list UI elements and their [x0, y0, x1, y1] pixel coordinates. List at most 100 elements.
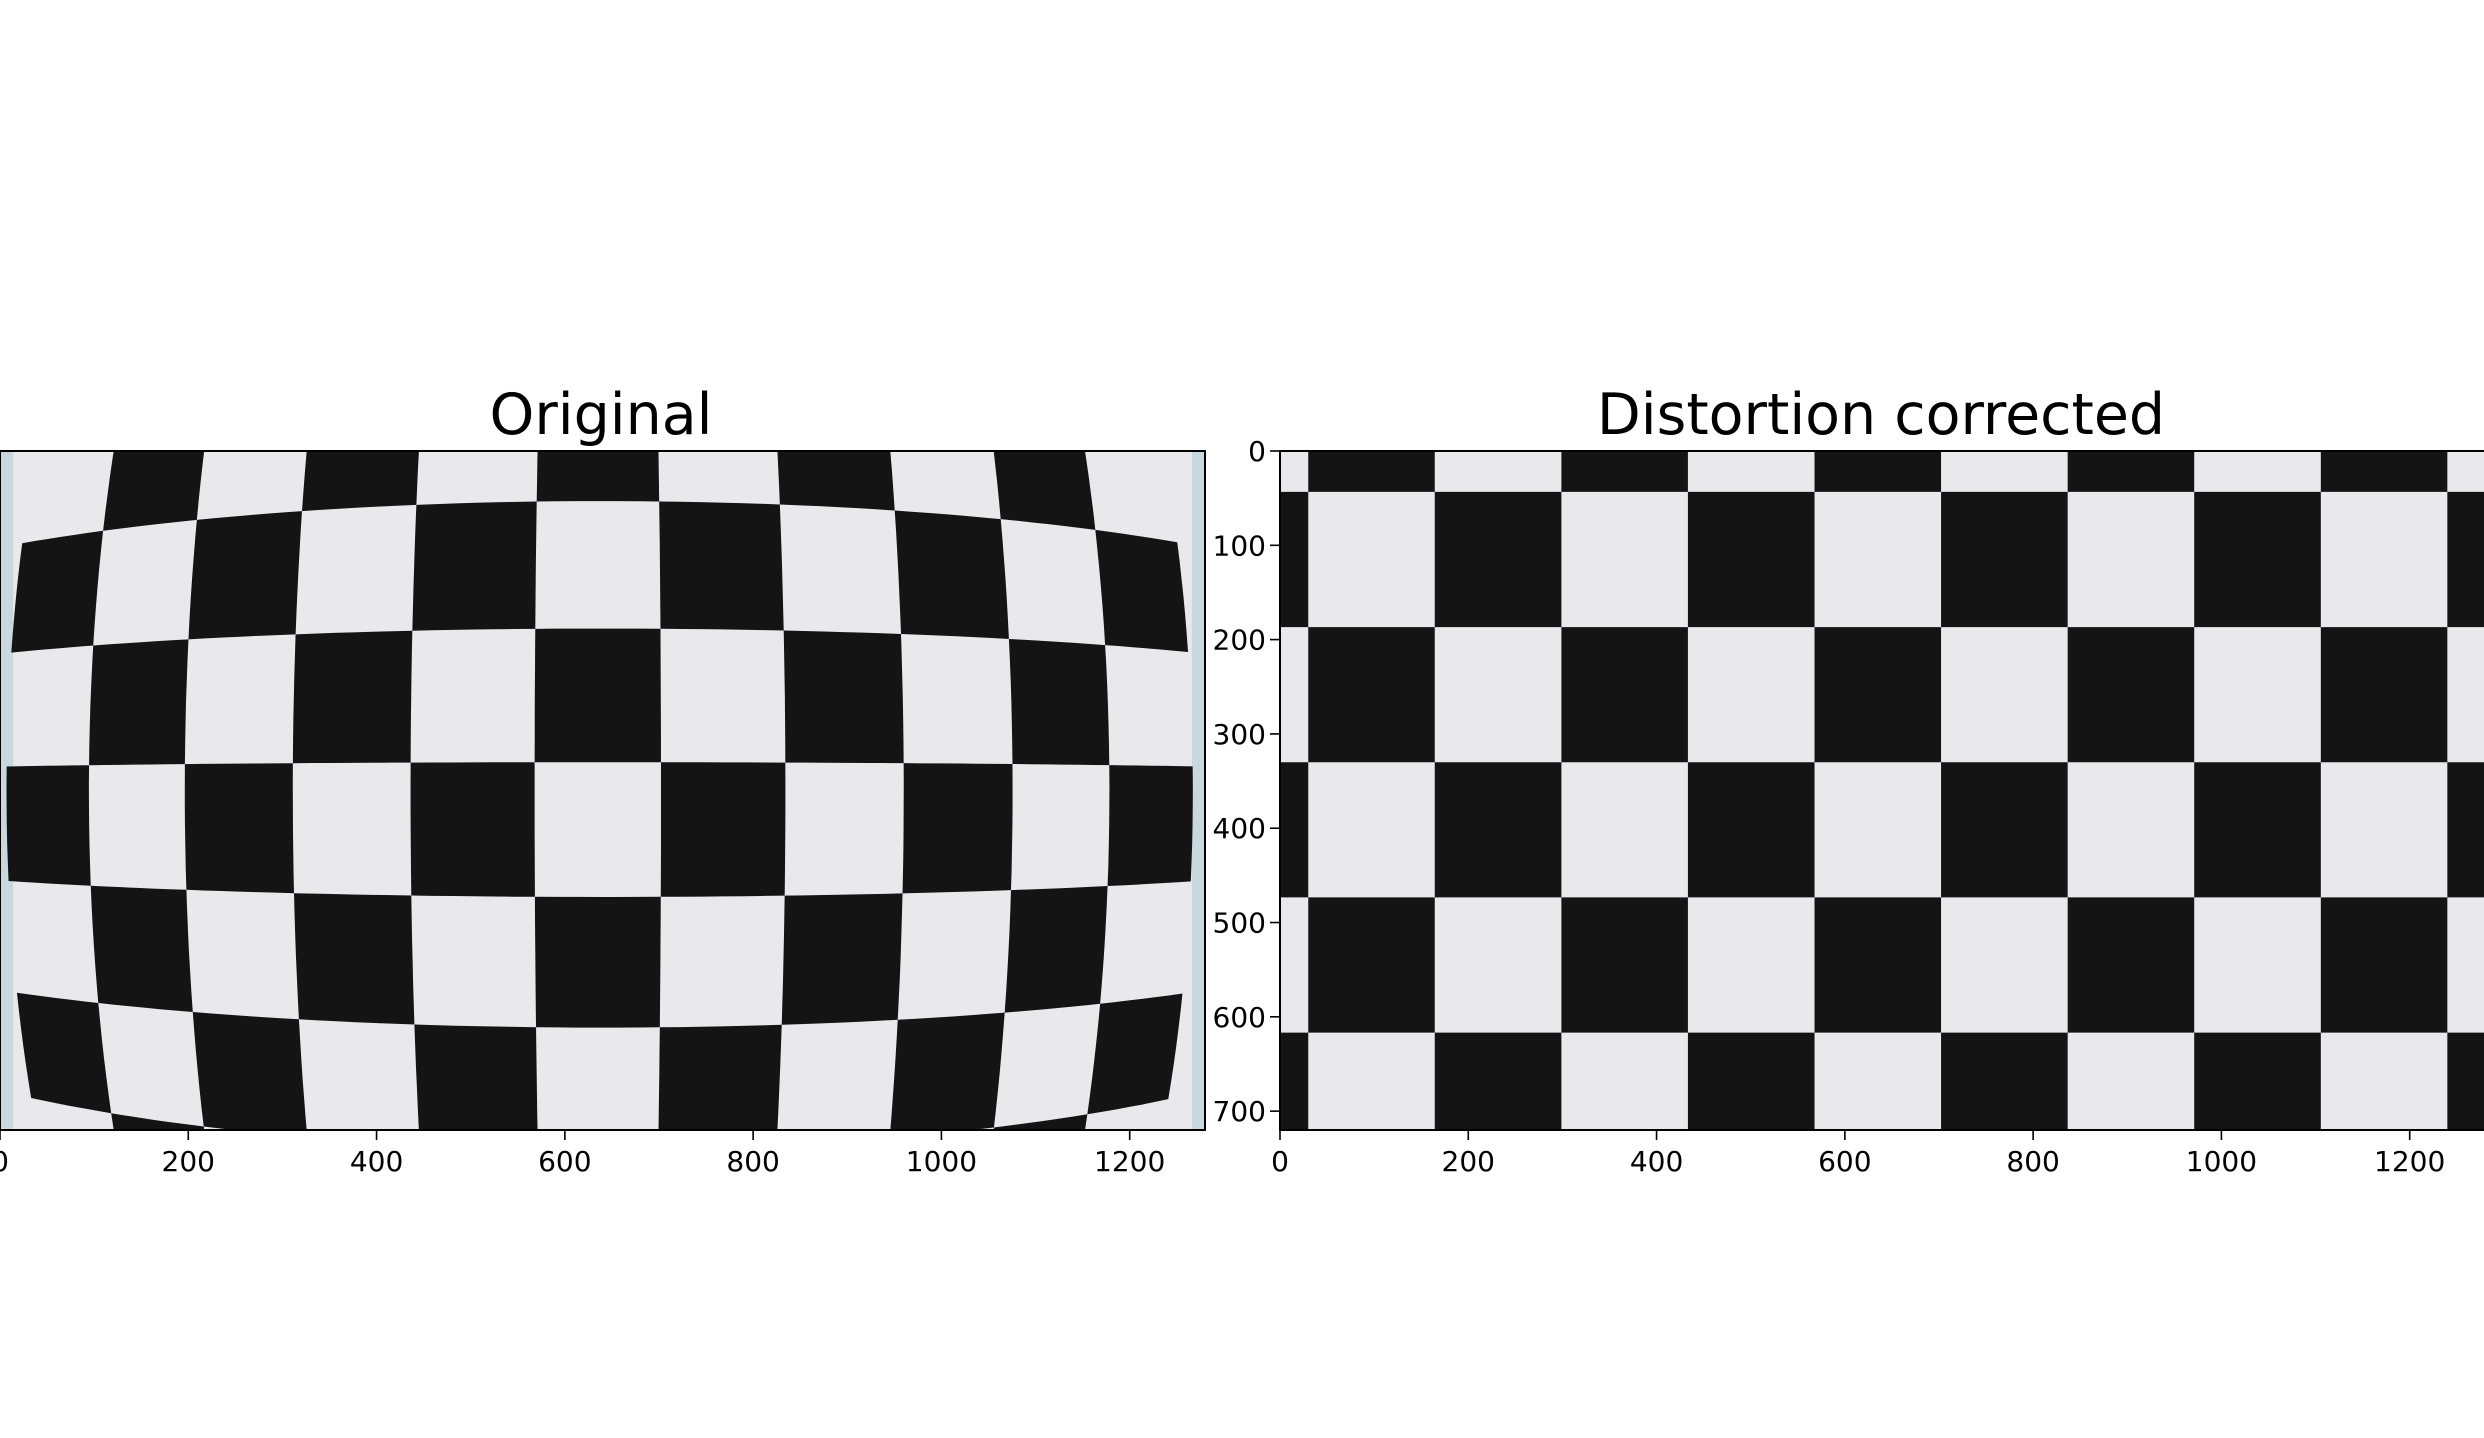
checker-square — [777, 451, 895, 511]
image-original — [0, 451, 1205, 1130]
checker-square — [412, 501, 537, 631]
panel-distortion-corrected: Distortion corrected 0 200 400 600 800 1000 12… — [1213, 382, 2484, 1178]
checker-square — [188, 511, 303, 640]
checker-square — [1561, 627, 1688, 763]
checker-square — [410, 762, 535, 897]
x-tick-label: 400 — [350, 1145, 403, 1178]
checker-square — [1095, 529, 1189, 653]
checker-square — [1308, 451, 1435, 492]
checker-square — [11, 530, 104, 653]
x-tick-label: 600 — [538, 1145, 591, 1178]
y-tick-label: 100 — [1213, 529, 1266, 562]
checker-square — [111, 1113, 205, 1130]
checker-square — [2447, 1032, 2484, 1130]
checker-square — [781, 893, 903, 1025]
checker-square — [902, 763, 1013, 894]
checker-square — [2320, 451, 2448, 492]
checker-square — [184, 763, 295, 894]
x-tick-label: 1000 — [2186, 1145, 2257, 1178]
y-tick-label: 600 — [1213, 1001, 1266, 1034]
checker-square — [2447, 762, 2484, 898]
checker-square — [2447, 491, 2484, 628]
checker-square — [1814, 897, 1942, 1033]
checker-square — [534, 628, 661, 763]
checker-square — [1280, 491, 1309, 628]
x-tick-label: 200 — [1442, 1145, 1495, 1178]
checker-square — [993, 1114, 1088, 1130]
checker-square — [2194, 1032, 2321, 1130]
checker-square — [1941, 491, 2068, 628]
checker-square — [1687, 762, 1815, 898]
panel-original: Original 0 200 400 600 800 1000 1200 — [0, 382, 1206, 1178]
image-paper — [0, 451, 1205, 1130]
axes-frame-distortion-corrected — [1279, 450, 2484, 1131]
checker-square — [2067, 627, 2195, 763]
checker-square — [103, 451, 205, 531]
checker-square — [1087, 993, 1183, 1115]
y-axis-distortion-corrected: 0 100 200 300 400 500 600 700 — [1213, 435, 1280, 1128]
checker-square — [536, 451, 660, 502]
checker-square — [660, 762, 786, 897]
checker-square — [1561, 897, 1688, 1033]
checker-square — [2320, 897, 2448, 1033]
x-tick-label: 600 — [1818, 1145, 1871, 1178]
checker-square — [1280, 1032, 1309, 1130]
checker-square — [6, 765, 91, 886]
checker-square — [890, 1012, 1005, 1130]
checker-square — [2067, 451, 2195, 492]
checker-square — [414, 1024, 538, 1130]
checker-square — [1308, 627, 1435, 763]
x-tick-label: 1200 — [1094, 1145, 1165, 1178]
x-tick-label: 0 — [0, 1145, 9, 1178]
checker-square — [2194, 491, 2321, 628]
checker-square — [659, 501, 784, 631]
checker-square — [192, 1012, 307, 1130]
checker-square — [1308, 897, 1435, 1033]
image-background-strip — [1191, 451, 1205, 1130]
y-tick-label: 200 — [1213, 624, 1266, 657]
checker-square — [1687, 1032, 1815, 1130]
checker-square — [993, 451, 1096, 530]
x-tick-label: 800 — [726, 1145, 779, 1178]
checker-square — [292, 630, 413, 764]
checker-square — [658, 1024, 782, 1130]
checker-square — [1561, 451, 1688, 492]
checker-square — [1941, 762, 2068, 898]
checker-square — [1107, 765, 1193, 887]
y-tick-label: 700 — [1213, 1095, 1266, 1128]
checker-square — [90, 885, 193, 1013]
checker-square — [2067, 897, 2195, 1033]
checker-square — [1434, 491, 1562, 628]
panel-title-distortion-corrected: Distortion corrected — [1597, 382, 2165, 448]
x-tick-label: 1000 — [906, 1145, 977, 1178]
checker-square — [302, 451, 419, 512]
checker-square — [1814, 627, 1942, 763]
y-tick-label: 500 — [1213, 907, 1266, 940]
y-tick-label: 300 — [1213, 718, 1266, 751]
x-axis-original: 0 200 400 600 800 1000 1200 — [0, 1130, 1165, 1178]
checker-square — [894, 510, 1009, 639]
checker-square — [2194, 762, 2321, 898]
x-tick-label: 0 — [1271, 1145, 1289, 1178]
checker-square — [294, 893, 415, 1025]
checker-square — [534, 896, 661, 1028]
image-distortion-corrected — [1280, 451, 2484, 1130]
checker-square — [1941, 1032, 2068, 1130]
panel-title-original: Original — [489, 382, 712, 448]
y-tick-label: 0 — [1248, 435, 1266, 468]
checker-square — [1434, 762, 1562, 898]
x-axis-distortion-corrected: 0 200 400 600 800 1000 1200 — [1271, 1130, 2445, 1178]
checker-square — [1008, 638, 1110, 766]
checker-square — [1687, 491, 1815, 628]
checker-square — [16, 992, 112, 1114]
x-tick-label: 200 — [162, 1145, 215, 1178]
checker-square — [1434, 1032, 1562, 1130]
checker-square — [1004, 886, 1108, 1013]
checker-square — [89, 639, 189, 766]
checker-square — [783, 630, 904, 764]
checker-square — [2320, 627, 2448, 763]
y-tick-label: 400 — [1213, 812, 1266, 845]
checker-square — [1814, 451, 1942, 492]
checker-square — [1280, 762, 1309, 898]
